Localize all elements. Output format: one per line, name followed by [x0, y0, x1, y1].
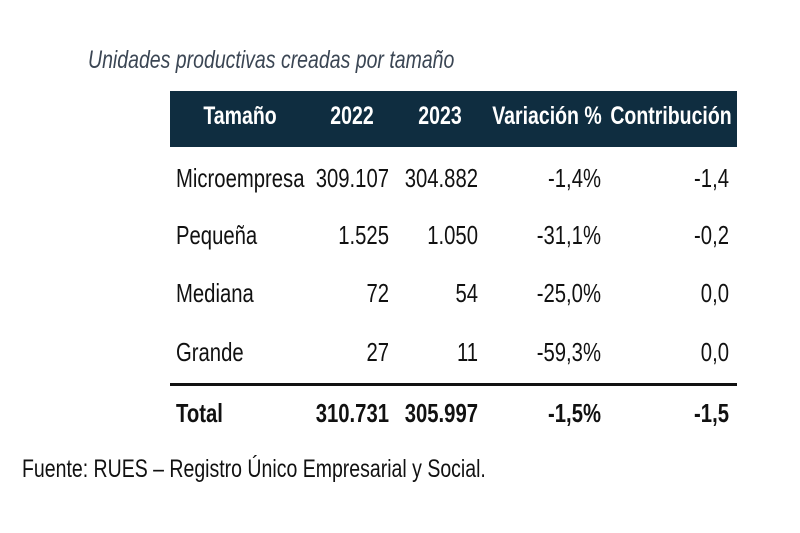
- cell-size: Grande: [176, 337, 244, 367]
- cell-2022: 310.731: [315, 398, 389, 428]
- cell-2022: 309.107: [315, 163, 389, 193]
- total-divider: [170, 383, 737, 386]
- cell-size: Total: [176, 398, 223, 428]
- header-2023: 2023: [418, 102, 462, 130]
- cell-contribution: -1,4: [694, 163, 729, 193]
- cell-contribution: 0,0: [700, 337, 729, 367]
- cell-2022: 27: [366, 337, 389, 367]
- source-note: Fuente: RUES – Registro Único Empresaria…: [22, 455, 486, 483]
- cell-variation: -25,0%: [536, 278, 601, 308]
- header-2022: 2022: [330, 102, 374, 130]
- cell-contribution: 0,0: [700, 278, 729, 308]
- header-size: Tamaño: [203, 102, 277, 130]
- cell-2023: 1.050: [427, 220, 478, 250]
- header-contribution: Contribución: [610, 102, 732, 130]
- cell-variation: -31,1%: [536, 220, 601, 250]
- table-header: [170, 91, 737, 147]
- cell-variation: -1,5%: [548, 398, 601, 428]
- cell-2023: 304.882: [404, 163, 478, 193]
- cell-size: Mediana: [176, 278, 254, 308]
- cell-2023: 305.997: [404, 398, 478, 428]
- cell-contribution: -1,5: [694, 398, 729, 428]
- cell-2023: 54: [455, 278, 478, 308]
- cell-size: Pequeña: [176, 220, 258, 250]
- cell-2022: 1.525: [338, 220, 389, 250]
- cell-size: Microempresa: [176, 163, 305, 193]
- cell-2023: 11: [456, 337, 478, 367]
- cell-2022: 72: [366, 278, 389, 308]
- table-title: Unidades productivas creadas por tamaño: [88, 46, 455, 74]
- cell-variation: -1,4%: [548, 163, 601, 193]
- cell-contribution: -0,2: [694, 220, 729, 250]
- cell-variation: -59,3%: [536, 337, 601, 367]
- header-variation: Variación %: [492, 102, 602, 130]
